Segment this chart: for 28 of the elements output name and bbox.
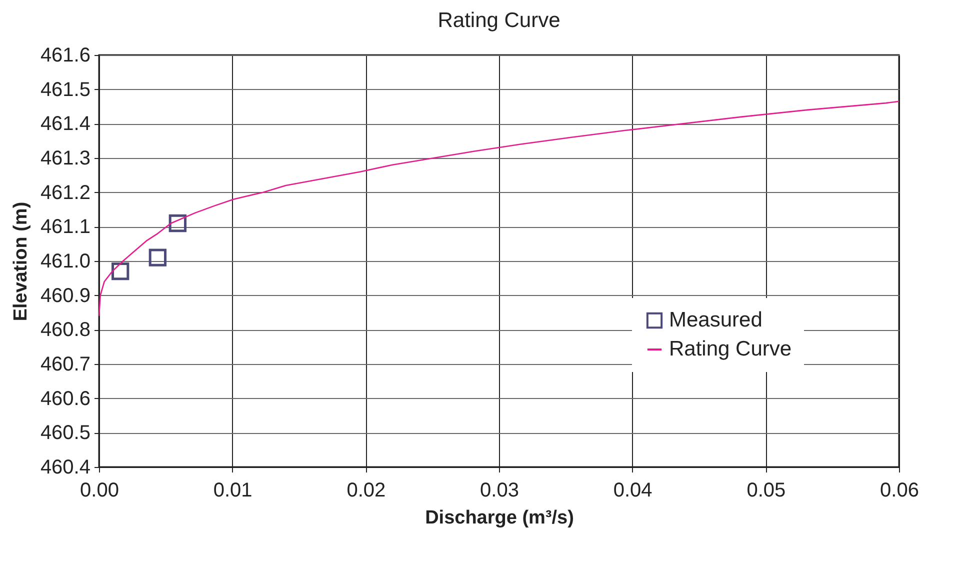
y-tick-label: 460.8 bbox=[40, 319, 90, 342]
y-tick-label: 461.6 bbox=[40, 44, 90, 66]
y-tick-label: 460.9 bbox=[40, 284, 90, 307]
point bbox=[148, 248, 166, 266]
x-tick-label: 0.01 bbox=[213, 480, 252, 502]
point bbox=[168, 214, 186, 232]
x-tick-label: 0.03 bbox=[480, 480, 519, 502]
y-tick-label: 460.4 bbox=[40, 456, 90, 478]
x-tick-label: 0.00 bbox=[80, 480, 119, 502]
x-tick-label: 0.06 bbox=[880, 480, 919, 502]
y-axis-title: Elevation (m) bbox=[10, 202, 32, 322]
y-tick-label: 461.5 bbox=[40, 78, 90, 101]
x-tick-label: 0.05 bbox=[746, 480, 786, 502]
x-tick-label: 0.04 bbox=[613, 480, 652, 502]
y-tick-label: 460.5 bbox=[40, 422, 90, 444]
y-tick-label: 461.4 bbox=[40, 113, 90, 136]
y-tick-label: 461.3 bbox=[40, 148, 90, 170]
x-axis-title: Discharge (m³/s) bbox=[425, 508, 574, 528]
y-tick-label: 461.2 bbox=[40, 182, 90, 204]
y-tick-label: 461.1 bbox=[40, 216, 90, 238]
point bbox=[112, 262, 130, 280]
y-tick-label: 460.7 bbox=[40, 354, 90, 376]
y-tick-label: 461.0 bbox=[40, 250, 90, 272]
legend-label: Rating Curve bbox=[669, 338, 792, 360]
x-tick-label: 0.02 bbox=[346, 480, 386, 502]
legend-label: Measured bbox=[669, 308, 762, 332]
y-tick-label: 460.6 bbox=[40, 388, 90, 410]
chart-title: Rating Curve bbox=[438, 9, 560, 32]
